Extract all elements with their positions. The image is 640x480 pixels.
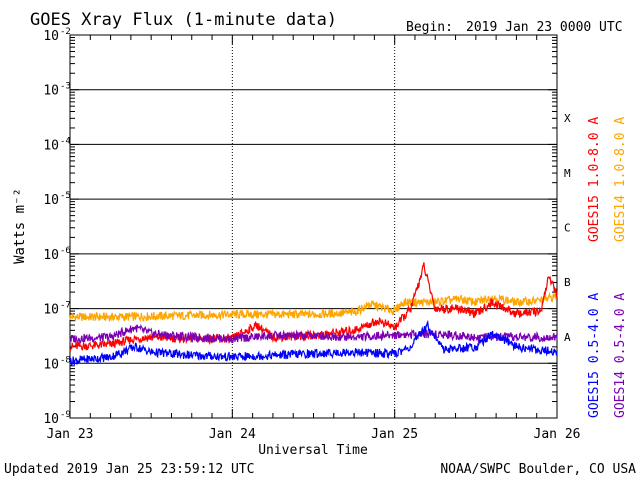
x-tick-label: Jan 26 — [534, 427, 581, 442]
y-tick-label: 10 -5 — [43, 191, 71, 208]
x-axis-label: Universal Time — [258, 443, 368, 458]
y-tick-base: 10 — [43, 138, 59, 153]
flare-class-label: A — [564, 331, 571, 344]
legend-entry: GOES15 0.5-4.0 A — [587, 293, 602, 418]
series-line — [69, 319, 558, 367]
y-tick-label: 10 -4 — [43, 136, 71, 153]
y-tick-base: 10 — [43, 248, 59, 263]
y-tick-base: 10 — [43, 357, 59, 372]
flare-class-label: M — [564, 167, 571, 180]
y-tick-base: 10 — [43, 303, 59, 318]
y-tick-label: 10 -9 — [43, 410, 71, 427]
plot-area — [69, 34, 558, 419]
flare-class-label: B — [564, 276, 571, 289]
y-tick-base: 10 — [43, 29, 59, 44]
series-layer — [69, 262, 558, 367]
y-tick-exponent: -6 — [60, 246, 71, 256]
legend-entry: GOES14 1.0-8.0 A — [613, 117, 628, 242]
y-tick-label: 10 -2 — [43, 27, 71, 44]
series-line — [69, 323, 558, 344]
y-tick-base: 10 — [43, 193, 59, 208]
series-line — [69, 262, 558, 352]
y-tick-label: 10 -3 — [43, 82, 71, 99]
begin-label: Begin: — [406, 20, 453, 35]
y-tick-labels: 10-210-310-410-510-610-710-810-9 — [43, 27, 71, 427]
flare-class-labels: X M C B A — [564, 112, 571, 344]
credit-text: NOAA/SWPC Boulder, CO USA — [440, 462, 636, 477]
x-tick-label: Jan 24 — [209, 427, 256, 442]
y-tick-exponent: -2 — [60, 27, 71, 37]
grid-layer — [69, 35, 558, 419]
legend-entry: GOES15 1.0-8.0 A — [587, 117, 602, 242]
x-tick-label: Jan 23 — [47, 427, 94, 442]
y-tick-exponent: -9 — [60, 410, 71, 420]
y-axis-label: Watts m⁻² — [12, 188, 28, 264]
chart-title: GOES Xray Flux (1-minute data) — [30, 10, 337, 30]
begin-value: 2019 Jan 23 0000 UTC — [466, 20, 623, 35]
y-tick-label: 10 -8 — [43, 355, 71, 372]
y-tick-base: 10 — [43, 84, 59, 99]
flare-class-label: X — [564, 112, 571, 125]
y-tick-exponent: -8 — [60, 355, 71, 365]
x-tick-label: Jan 25 — [371, 427, 418, 442]
flare-class-label: C — [564, 222, 571, 235]
y-tick-exponent: -3 — [60, 82, 71, 92]
y-tick-exponent: -4 — [60, 136, 71, 146]
y-tick-base: 10 — [43, 412, 59, 427]
x-tick-labels: Jan 23 Jan 24 Jan 25 Jan 26 — [47, 427, 581, 442]
legend: GOES15 1.0-8.0 A GOES14 1.0-8.0 A GOES15 0… — [587, 117, 628, 418]
y-tick-label: 10 -7 — [43, 301, 71, 318]
y-tick-exponent: -7 — [60, 301, 71, 311]
y-tick-exponent: -5 — [60, 191, 71, 201]
updated-text: Updated 2019 Jan 25 23:59:12 UTC — [4, 462, 254, 477]
legend-entry: GOES14 0.5-4.0 A — [613, 293, 628, 418]
y-tick-label: 10 -6 — [43, 246, 71, 263]
series-line — [69, 291, 558, 322]
